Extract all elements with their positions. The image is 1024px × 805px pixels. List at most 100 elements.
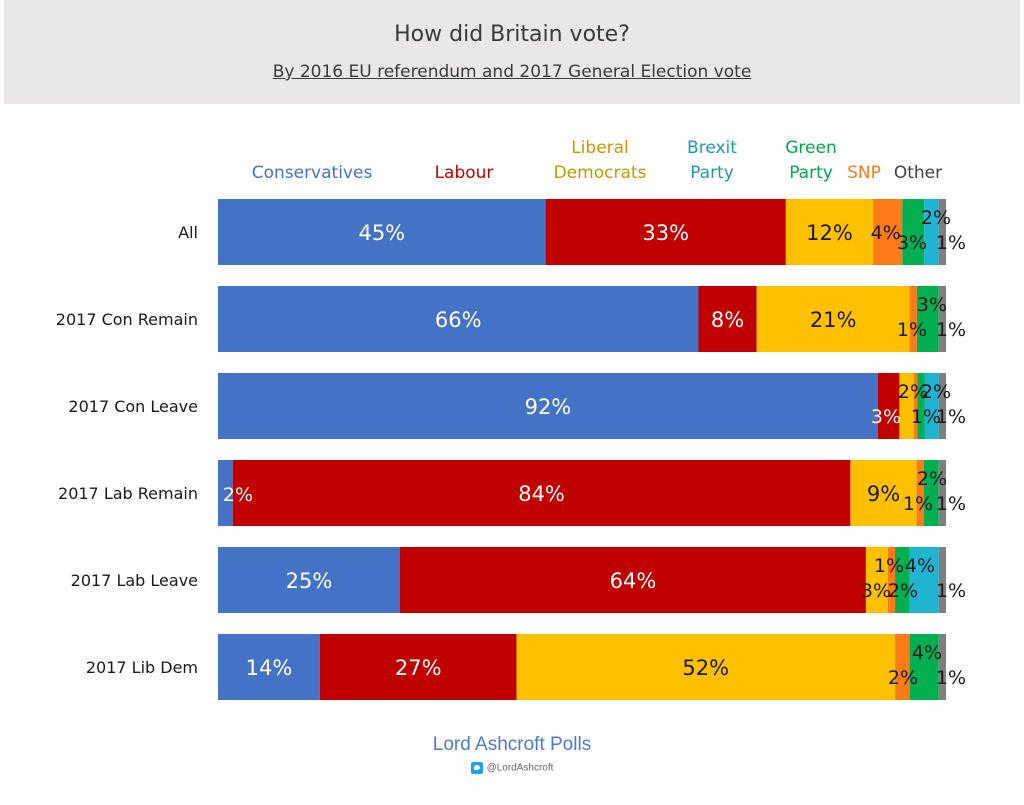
data-label-liberal-democrats: 2% <box>898 381 928 403</box>
legend-label-liberal-democrats: Liberal <box>571 138 629 158</box>
data-label-other: 1% <box>936 580 966 602</box>
category-label-2017-con-remain: 2017 Con Remain <box>56 310 198 329</box>
data-label-labour: 33% <box>642 221 689 245</box>
data-label-other: 1% <box>936 493 966 515</box>
data-label-other: 1% <box>936 667 966 689</box>
data-label-green-party: 1% <box>911 406 941 428</box>
data-label-labour: 8% <box>711 308 744 332</box>
bar-segment-green-party <box>923 460 939 526</box>
bar-segment-other <box>938 373 946 439</box>
twitter-credit: @LordAshcroft <box>0 762 1024 774</box>
bar-segment-green-party <box>902 199 925 265</box>
data-label-snp: 1% <box>903 493 933 515</box>
data-label-liberal-democrats: 3% <box>861 580 891 602</box>
data-label-green-party: 4% <box>912 642 942 664</box>
data-label-snp: 2% <box>888 667 918 689</box>
data-label-labour: 64% <box>610 569 657 593</box>
source-name: Lord Ashcroft Polls <box>432 734 592 755</box>
category-label-2017-lab-remain: 2017 Lab Remain <box>58 484 198 503</box>
legend-label-brexit-party: Party <box>690 163 734 183</box>
data-label-green-party: 3% <box>897 232 927 254</box>
bar-segment-conservatives <box>218 634 320 700</box>
data-label-conservatives: 14% <box>246 656 293 680</box>
data-label-labour: 27% <box>395 656 442 680</box>
data-label-liberal-democrats: 9% <box>867 482 900 506</box>
bar-segment-liberal-democrats <box>516 634 896 700</box>
bar-segment-green-party <box>916 286 939 352</box>
bar-segment-snp <box>916 460 924 526</box>
bar-segment-liberal-democrats <box>899 373 914 439</box>
bar-segment-liberal-democrats <box>850 460 917 526</box>
bar-segment-liberal-democrats <box>865 547 888 613</box>
bar-segment-labour <box>545 199 786 265</box>
bar-segment-conservatives <box>218 460 233 526</box>
bar-segment-liberal-democrats <box>785 199 874 265</box>
data-label-labour: 3% <box>871 406 901 428</box>
data-label-other: 1% <box>936 319 966 341</box>
data-label-other: 1% <box>936 232 966 254</box>
legend-label-brexit-party: Brexit <box>687 138 737 158</box>
twitter-handle: @LordAshcroft <box>486 762 554 774</box>
category-label-2017-lib-dem: 2017 Lib Dem <box>86 658 198 677</box>
data-label-brexit-party: 2% <box>921 207 951 229</box>
bar-segment-green-party <box>917 373 925 439</box>
chart-title: How did Britain vote? <box>394 22 630 47</box>
bar-segment-snp <box>913 373 918 439</box>
data-label-conservatives: 45% <box>358 221 405 245</box>
data-label-green-party: 2% <box>888 580 918 602</box>
chart-subtitle: By 2016 EU referendum and 2017 General E… <box>272 62 752 82</box>
legend-label-snp: SNP <box>847 163 881 183</box>
data-label-liberal-democrats: 21% <box>810 308 857 332</box>
data-label-snp: 1% <box>897 319 927 341</box>
legend-label-liberal-democrats: Democrats <box>554 163 647 183</box>
data-label-green-party: 3% <box>917 294 947 316</box>
data-label-conservatives: 92% <box>525 395 572 419</box>
bar-segment-green-party <box>909 634 939 700</box>
bar-segment-snp <box>873 199 903 265</box>
bar-segment-labour <box>319 634 517 700</box>
bar-segment-other <box>938 199 946 265</box>
bar-segment-labour <box>877 373 900 439</box>
data-label-snp: 1% <box>874 555 904 577</box>
bar-segment-snp <box>909 286 917 352</box>
legend-label-green-party: Green <box>785 138 836 158</box>
data-label-conservatives: 25% <box>286 569 333 593</box>
bar-segment-snp <box>887 547 896 613</box>
legend-label-green-party: Party <box>789 163 833 183</box>
bar-segment-green-party <box>895 547 910 613</box>
bar-segment-conservatives <box>218 199 546 265</box>
legend-label-conservatives: Conservatives <box>252 163 373 183</box>
bar-segment-other <box>938 547 946 613</box>
chart-header: How did Britain vote? By 2016 EU referen… <box>4 0 1020 104</box>
bar-segment-conservatives <box>218 286 699 352</box>
category-label-2017-lab-leave: 2017 Lab Leave <box>71 571 198 590</box>
bar-segment-other <box>938 460 946 526</box>
bar-segment-brexit-party <box>924 373 939 439</box>
legend-label-other: Other <box>894 163 942 183</box>
data-label-liberal-democrats: 52% <box>682 656 729 680</box>
category-label-2017-con-leave: 2017 Con Leave <box>68 397 198 416</box>
data-label-brexit-party: 2% <box>921 381 951 403</box>
legend-label-labour: Labour <box>435 163 494 183</box>
data-label-liberal-democrats: 12% <box>806 221 853 245</box>
data-label-other: 1% <box>936 406 966 428</box>
twitter-icon <box>470 762 483 774</box>
bar-segment-brexit-party <box>909 547 939 613</box>
data-label-snp: 4% <box>871 222 901 244</box>
bar-segment-liberal-democrats <box>756 286 910 352</box>
bar-segment-other <box>938 634 946 700</box>
bar-segment-other <box>938 286 946 352</box>
bar-segment-brexit-party <box>924 199 939 265</box>
bar-segment-labour <box>232 460 851 526</box>
bar-segment-labour <box>400 547 866 613</box>
data-label-labour: 84% <box>518 482 565 506</box>
data-label-conservatives: 2% <box>223 484 253 506</box>
data-label-conservatives: 66% <box>435 308 482 332</box>
bar-segment-conservatives <box>218 373 878 439</box>
bar-segment-snp <box>895 634 910 700</box>
bar-segment-labour <box>698 286 757 352</box>
data-label-brexit-party: 4% <box>905 555 935 577</box>
data-label-green-party: 2% <box>917 468 947 490</box>
bar-segment-conservatives <box>218 547 400 613</box>
